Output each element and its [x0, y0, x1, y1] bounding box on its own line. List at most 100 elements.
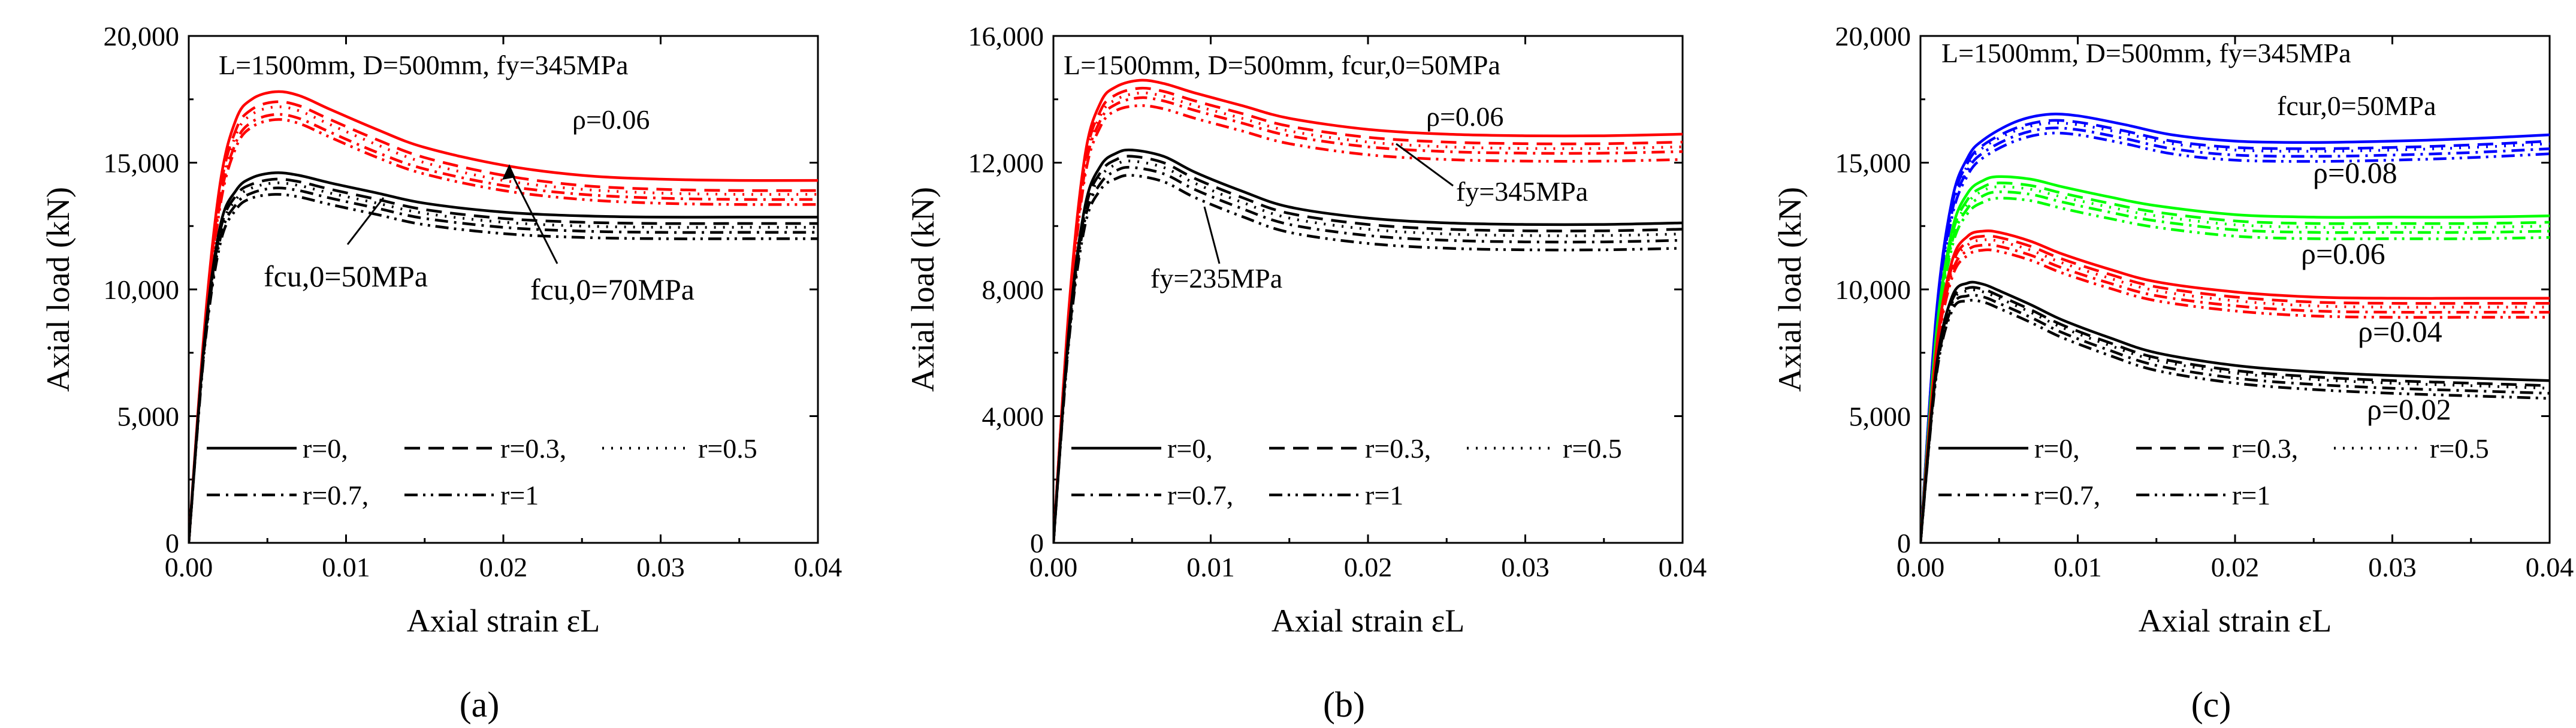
panel-label: (a) — [460, 685, 500, 724]
x-tick-label: 0.02 — [1344, 552, 1393, 582]
x-tick-label: 0.04 — [794, 552, 842, 582]
y-tick-label: 10,000 — [1835, 274, 1911, 305]
x-tick-label: 0.00 — [165, 552, 213, 582]
x-tick-label: 0.02 — [479, 552, 528, 582]
annotation-arrow — [346, 197, 385, 245]
y-tick-label: 15,000 — [104, 148, 180, 179]
x-tick-label: 0.01 — [1186, 552, 1235, 582]
y-axis-label: Axial load (kN) — [40, 187, 76, 392]
annotation-fy235: fy=235MPa — [1150, 263, 1282, 294]
legend-label-4: r=1 — [500, 480, 539, 510]
chart-title: L=1500mm, D=500mm, fy=345MPa — [219, 50, 629, 80]
y-tick-label: 8,000 — [982, 274, 1044, 305]
series-line-4 — [1053, 104, 1683, 543]
series-line-0 — [189, 90, 818, 543]
plot-frame — [1919, 35, 2551, 544]
legend-label-4: r=1 — [1365, 480, 1403, 510]
annotation-fcur: fcur,0=50MPa — [2277, 90, 2436, 121]
annotation-rho-004: ρ=0.04 — [2358, 315, 2442, 348]
y-tick-label: 5,000 — [1849, 401, 1911, 432]
legend-label-2: r=0.5 — [1563, 433, 1622, 464]
y-axis-label: Axial load (kN) — [905, 187, 941, 392]
x-axis-label: Axial strain εL — [407, 603, 600, 639]
series-line-8 — [1053, 165, 1683, 543]
panel-label: (b) — [1323, 685, 1365, 724]
series-line-9 — [1920, 197, 2550, 543]
panel-label: (c) — [2191, 685, 2231, 724]
y-tick-label: 15,000 — [1835, 148, 1911, 179]
y-tick-label: 20,000 — [104, 21, 180, 52]
legend-label-2: r=0.5 — [698, 433, 757, 464]
annotation-fcu50: fcu,0=50MPa — [264, 259, 428, 293]
x-axis-label: Axial strain εL — [1272, 603, 1465, 639]
y-tick-label: 12,000 — [968, 148, 1044, 179]
series-line-16 — [1920, 286, 2550, 543]
x-tick-label: 0.00 — [1896, 552, 1945, 582]
series-line-4 — [189, 118, 818, 543]
series-line-8 — [1920, 190, 2550, 543]
plot-frame — [1052, 35, 1684, 544]
y-tick-label: 0 — [165, 528, 179, 558]
annotation-rho-008: ρ=0.08 — [2313, 156, 2397, 189]
series-line-9 — [1053, 174, 1683, 543]
legend-label-1: r=0.3, — [1365, 433, 1431, 464]
series-line-0 — [1053, 78, 1683, 543]
y-tick-label: 4,000 — [982, 401, 1044, 432]
series-line-2 — [189, 105, 818, 543]
x-tick-label: 0.04 — [1659, 552, 1707, 582]
y-tick-label: 10,000 — [104, 274, 180, 305]
x-tick-label: 0.03 — [2368, 552, 2417, 582]
x-tick-label: 0.00 — [1029, 552, 1078, 582]
chart-panel-c: 0.00 0.01 0.02 0.03 0.04 0 5,000 10,000 15,000 20… — [1772, 21, 2574, 724]
legend-label-4: r=1 — [2232, 480, 2270, 510]
series-line-3 — [1920, 126, 2550, 543]
y-tick-label: 0 — [1897, 528, 1911, 558]
annotation-fcu70: fcu,0=70MPa — [530, 273, 694, 306]
legend-label-0: r=0, — [303, 433, 348, 464]
legend-label-3: r=0.7, — [2034, 480, 2100, 510]
annotation-rho: ρ=0.06 — [572, 104, 650, 135]
legend-label-0: r=0, — [1167, 433, 1213, 464]
annotation-rho: ρ=0.06 — [1426, 101, 1503, 132]
chart-panel-b: 0.00 0.01 0.02 0.03 0.04 0 4,000 8,000 12,000 16,… — [905, 21, 1707, 724]
arrowhead — [502, 164, 515, 180]
legend-label-3: r=0.7, — [303, 480, 369, 510]
series-line-6 — [1920, 182, 2550, 543]
y-tick-label: 5,000 — [117, 401, 180, 432]
legend-label-1: r=0.3, — [500, 433, 566, 464]
x-tick-label: 0.01 — [2053, 552, 2102, 582]
legend-label-0: r=0, — [2034, 433, 2080, 464]
annotation-arrow — [508, 168, 558, 264]
series-line-6 — [1053, 155, 1683, 543]
series-line-1 — [1053, 86, 1683, 543]
x-tick-label: 0.03 — [1501, 552, 1550, 582]
legend-label-3: r=0.7, — [1167, 480, 1233, 510]
x-tick-label: 0.03 — [636, 552, 685, 582]
legend-label-2: r=0.5 — [2430, 433, 2489, 464]
series-line-6 — [189, 177, 818, 543]
x-axis-label: Axial strain εL — [2139, 603, 2332, 639]
chart-panel-a: 0.00 0.01 0.02 0.03 0.04 0 5,000 10,000 15,000 20… — [40, 21, 842, 724]
annotation-arrow — [1396, 143, 1454, 187]
annotation-arrow — [1203, 206, 1221, 264]
annotation-fy345: fy=345MPa — [1456, 176, 1588, 207]
y-tick-label: 16,000 — [968, 21, 1044, 52]
series-line-15 — [1920, 280, 2550, 543]
series-line-19 — [1920, 298, 2550, 543]
series-line-1 — [189, 100, 818, 543]
annotation-rho-002: ρ=0.02 — [2367, 392, 2451, 426]
annotation-rho-006: ρ=0.06 — [2301, 237, 2385, 270]
chart-title: L=1500mm, D=500mm, fcur,0=50MPa — [1064, 50, 1500, 80]
series-line-7 — [1920, 185, 2550, 543]
series-line-4 — [1920, 131, 2550, 543]
series-line-14 — [1920, 248, 2550, 543]
series-line-17 — [1920, 288, 2550, 543]
legend-label-1: r=0.3, — [2232, 433, 2298, 464]
series-line-10 — [1920, 229, 2550, 543]
y-tick-label: 0 — [1030, 528, 1044, 558]
series-line-13 — [1920, 243, 2550, 543]
x-tick-label: 0.01 — [322, 552, 370, 582]
chart-title: L=1500mm, D=500mm, fy=345MPa — [1941, 38, 2351, 68]
y-tick-label: 20,000 — [1835, 21, 1911, 52]
